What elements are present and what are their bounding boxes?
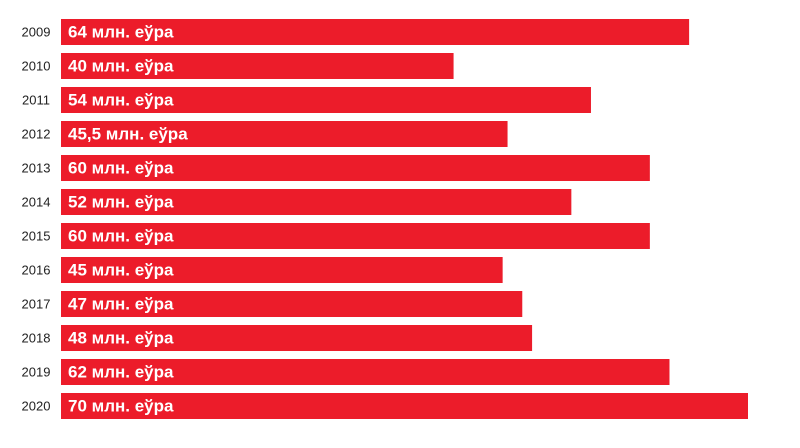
y-tick-label: 2019 <box>22 364 51 379</box>
value-label: 60 млн. еўра <box>68 158 174 177</box>
bar <box>61 155 650 181</box>
bar <box>61 291 523 317</box>
y-tick-label: 2020 <box>22 398 51 413</box>
y-tick-label: 2011 <box>22 92 50 107</box>
bar <box>61 223 650 249</box>
value-label: 47 млн. еўра <box>68 294 174 313</box>
bar <box>61 359 670 385</box>
value-label: 45,5 млн. еўра <box>68 124 188 143</box>
value-label: 64 млн. еўра <box>68 22 174 41</box>
y-tick-label: 2016 <box>22 262 51 277</box>
value-label: 48 млн. еўра <box>68 328 174 347</box>
bar <box>61 393 748 419</box>
bar <box>61 189 572 215</box>
y-tick-label: 2017 <box>22 296 51 311</box>
bar <box>61 53 454 79</box>
bar <box>61 325 533 351</box>
y-tick-label: 2014 <box>22 194 51 209</box>
bar <box>61 87 591 113</box>
y-tick-label: 2013 <box>22 160 51 175</box>
value-label: 54 млн. еўра <box>68 90 174 109</box>
y-tick-label: 2012 <box>22 126 51 141</box>
value-label: 60 млн. еўра <box>68 226 174 245</box>
value-label: 40 млн. еўра <box>68 56 174 75</box>
value-label: 45 млн. еўра <box>68 260 174 279</box>
bar <box>61 121 508 147</box>
value-label: 70 млн. еўра <box>68 396 174 415</box>
bar <box>61 19 690 45</box>
y-tick-label: 2015 <box>22 228 51 243</box>
value-label: 52 млн. еўра <box>68 192 174 211</box>
y-tick-label: 2009 <box>22 24 51 39</box>
y-tick-label: 2010 <box>22 58 51 73</box>
value-label: 62 млн. еўра <box>68 362 174 381</box>
y-tick-label: 2018 <box>22 330 51 345</box>
bar <box>61 257 503 283</box>
